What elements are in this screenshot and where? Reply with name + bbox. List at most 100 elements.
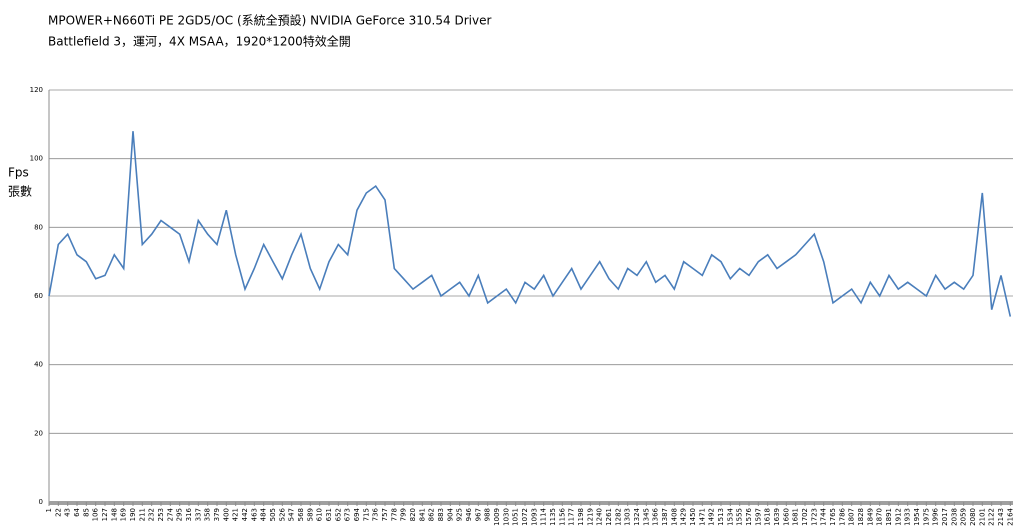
x-tick-label: 2038 xyxy=(950,508,958,526)
x-tick-label: 1786 xyxy=(838,507,846,525)
x-tick-label: 1555 xyxy=(736,508,744,526)
x-tick-label: 1681 xyxy=(792,508,800,526)
x-tick-label: 1828 xyxy=(857,508,865,526)
x-tick-label: 820 xyxy=(409,508,417,521)
x-tick-label: 232 xyxy=(148,508,156,521)
x-tick-label: 22 xyxy=(54,508,62,517)
x-tick-label: 694 xyxy=(353,507,361,521)
x-tick-label: 1303 xyxy=(624,508,632,526)
x-tick-label: 1051 xyxy=(512,508,520,526)
x-tick-label: 568 xyxy=(297,508,305,521)
x-tick-label: 1597 xyxy=(754,508,762,526)
x-tick-label: 127 xyxy=(101,508,109,521)
y-axis-title: Fps xyxy=(8,166,29,180)
y-tick-label: 100 xyxy=(30,155,43,163)
x-tick-label: 1009 xyxy=(493,508,501,526)
x-tick-label: 988 xyxy=(484,508,492,521)
x-tick-label: 2143 xyxy=(997,508,1005,526)
x-tick-label: 1639 xyxy=(773,508,781,526)
x-tick-label: 673 xyxy=(344,508,352,521)
x-tick-label: 1807 xyxy=(848,508,856,526)
x-tick-label: 1450 xyxy=(689,508,697,526)
x-tick-label: 2080 xyxy=(969,508,977,526)
x-tick-label: 1198 xyxy=(577,508,585,526)
x-tick-label: 274 xyxy=(166,507,174,521)
x-tick-label: 1387 xyxy=(661,508,669,526)
x-tick-label: 1933 xyxy=(904,508,912,526)
x-tick-label: 64 xyxy=(73,507,81,516)
x-tick-label: 169 xyxy=(120,508,128,521)
x-tick-label: 253 xyxy=(157,508,165,521)
x-tick-label: 1408 xyxy=(670,508,678,526)
x-tick-label: 1240 xyxy=(596,508,604,526)
x-tick-label: 1114 xyxy=(540,507,548,525)
x-tick-label: 547 xyxy=(288,508,296,521)
x-tick-label: 316 xyxy=(185,507,193,521)
x-tick-label: 1849 xyxy=(866,508,874,526)
x-tick-label: 1702 xyxy=(801,508,809,526)
x-tick-label: 1471 xyxy=(698,508,706,526)
x-tick-label: 337 xyxy=(194,508,202,521)
x-tick-label: 1723 xyxy=(810,508,818,526)
x-tick-label: 862 xyxy=(428,508,436,521)
x-axis xyxy=(49,501,1013,505)
y-tick-label: 80 xyxy=(34,223,43,231)
x-tick-label: 1975 xyxy=(922,508,930,526)
line-series xyxy=(48,131,1012,317)
x-tick-label: 1513 xyxy=(717,508,725,526)
x-tick-label: 463 xyxy=(250,508,258,521)
x-tick-label: 925 xyxy=(456,508,464,521)
x-tick-label: 1492 xyxy=(708,508,716,526)
x-tick-label: 799 xyxy=(400,508,408,521)
x-tick-label: 904 xyxy=(446,507,454,521)
x-tick-label: 757 xyxy=(381,508,389,521)
x-tick-label: 736 xyxy=(372,507,380,521)
x-tick-label: 1177 xyxy=(568,508,576,526)
x-tick-label: 1618 xyxy=(764,508,772,526)
x-tick-label: 526 xyxy=(278,507,286,521)
x-tick-label: 1072 xyxy=(521,508,529,526)
x-tick-label: 1219 xyxy=(586,508,594,526)
x-tick-label: 295 xyxy=(176,508,184,521)
x-tick-label: 631 xyxy=(325,508,333,521)
x-tick-label: 778 xyxy=(390,508,398,521)
x-tick-label: 2017 xyxy=(941,508,949,526)
x-tick-label: 967 xyxy=(474,508,482,521)
x-tick-label: 1135 xyxy=(549,508,557,526)
y-tick-label: 0 xyxy=(39,498,43,506)
x-tick-label: 1534 xyxy=(726,507,734,525)
y-tick-label: 20 xyxy=(34,429,43,437)
x-tick-label: 2122 xyxy=(988,508,996,526)
y-tick-label: 120 xyxy=(30,86,43,94)
x-tick-label: 358 xyxy=(204,508,212,521)
x-tick-label: 1870 xyxy=(876,508,884,526)
x-tick-label: 1891 xyxy=(885,508,893,526)
y-tick-label: 60 xyxy=(34,292,43,300)
x-tick-label: 106 xyxy=(92,507,100,521)
x-tick-label: 1744 xyxy=(820,507,828,525)
x-tick-label: 1261 xyxy=(605,508,613,526)
x-tick-label: 715 xyxy=(362,508,370,521)
x-tick-label: 1429 xyxy=(680,508,688,526)
x-tick-label: 883 xyxy=(437,508,445,521)
x-tick-label: 190 xyxy=(129,508,137,521)
x-tick-label: 2101 xyxy=(978,508,986,526)
x-tick-label: 610 xyxy=(316,508,324,521)
x-tick-label: 1345 xyxy=(642,508,650,526)
x-tick-label: 379 xyxy=(213,508,221,521)
x-tick-label: 1912 xyxy=(894,508,902,526)
x-tick-label: 1093 xyxy=(530,508,538,526)
x-tick-label: 484 xyxy=(260,507,268,521)
x-tick-label: 421 xyxy=(232,508,240,521)
x-tick-label: 2164 xyxy=(1006,507,1014,525)
x-tick-label: 1996 xyxy=(932,507,940,525)
x-tick-label: 1954 xyxy=(913,507,921,525)
chart-title: MPOWER+N660Ti PE 2GD5/OC (系統全預設) NVIDIA … xyxy=(48,13,491,28)
y-axis-title: 張數 xyxy=(8,185,32,199)
x-tick-label: 1030 xyxy=(502,508,510,526)
x-tick-label: 1282 xyxy=(614,508,622,526)
x-tick-label: 1156 xyxy=(558,507,566,525)
x-tick-label: 1660 xyxy=(782,508,790,526)
x-tick-label: 400 xyxy=(222,508,230,521)
